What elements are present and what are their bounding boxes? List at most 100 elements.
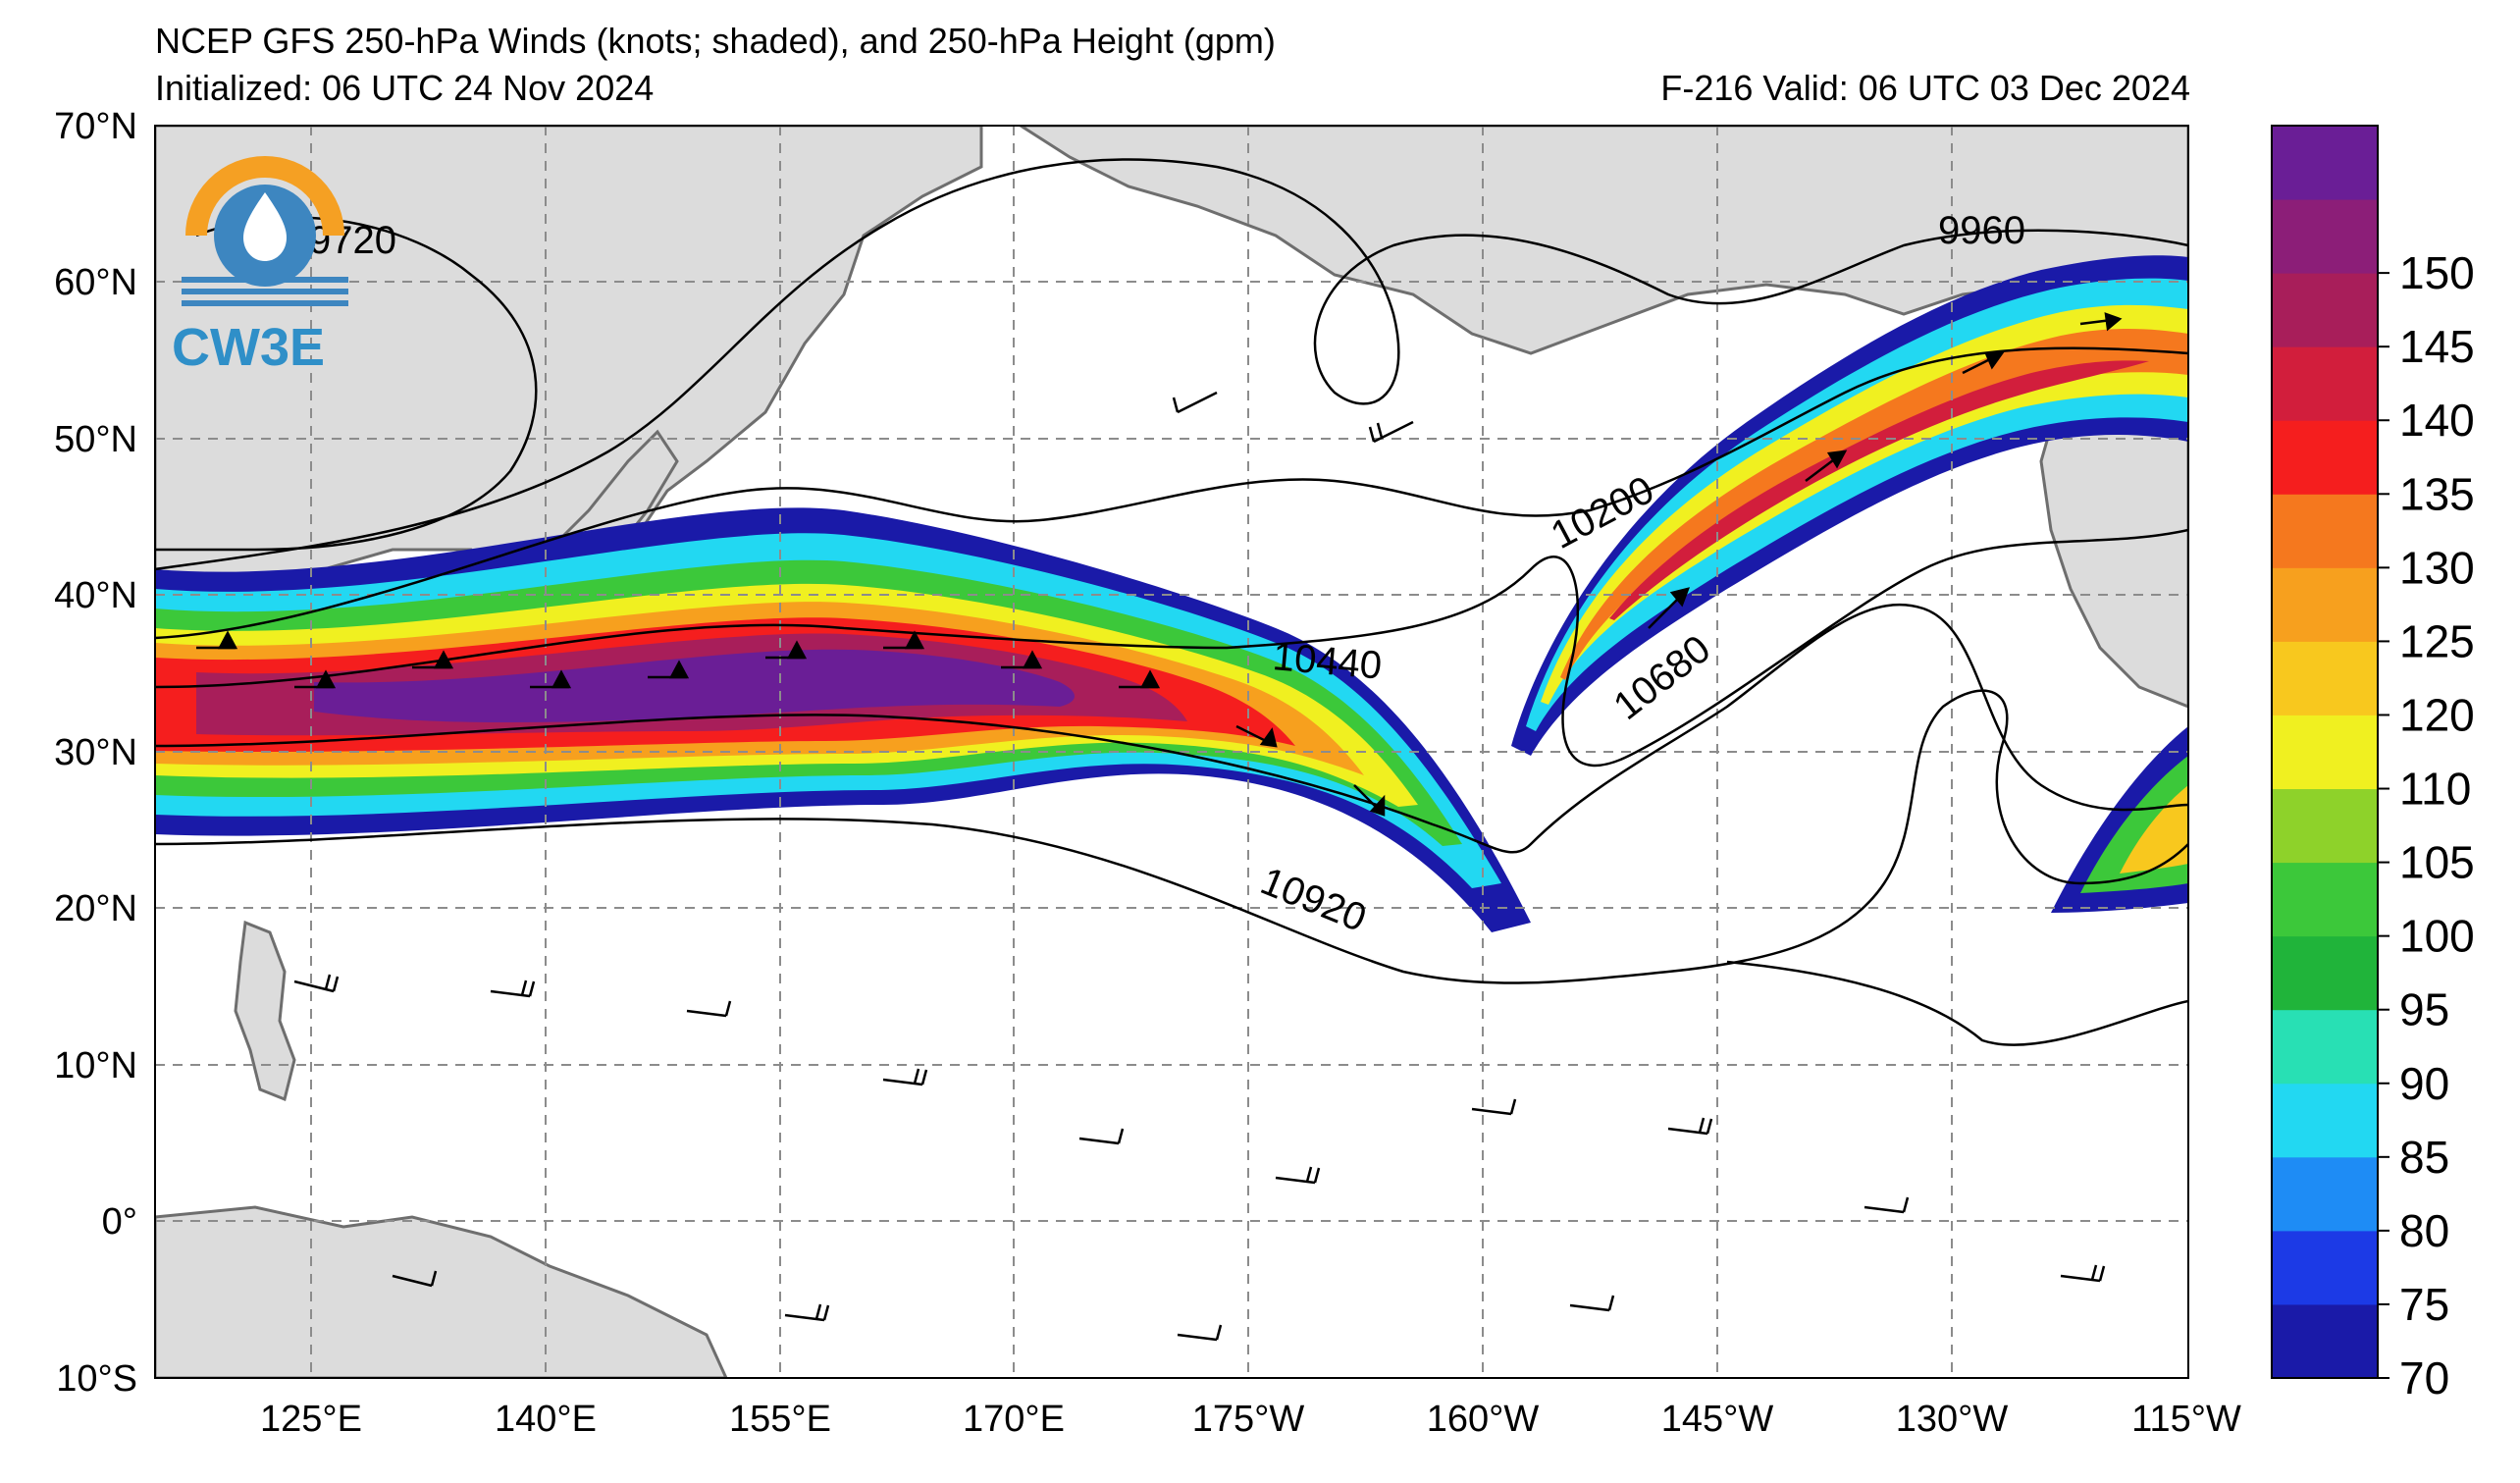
colorbar-swatch: [2272, 1009, 2378, 1085]
colorbar-swatch: [2272, 862, 2378, 937]
barb: [2060, 1264, 2106, 1283]
colorbar-label: 75: [2399, 1279, 2449, 1330]
jet-shading-ne: [1511, 255, 2188, 756]
contour-10200: [155, 346, 2188, 640]
colorbar-swatch: [2272, 715, 2378, 790]
colorbar-swatch: [2272, 420, 2378, 495]
barb: [530, 669, 572, 689]
lon-label: 175°W: [1192, 1399, 1305, 1440]
barb: [412, 650, 454, 669]
lon-label: 170°E: [963, 1399, 1065, 1440]
colorbar-label: 145: [2399, 321, 2475, 372]
colorbar-label: 120: [2399, 689, 2475, 740]
contour-9720: [155, 216, 538, 552]
lon-labels: 125°E 140°E 155°E 170°E 175°W 160°W 145°…: [260, 1399, 2241, 1440]
barb: [1172, 391, 1218, 414]
barb: [1864, 1196, 1910, 1214]
colorbar-swatch: [2272, 935, 2378, 1011]
colorbar: 70 75 80 85 90 95 100 105 110 120 125 130 135 140 145 1…: [2271, 125, 2475, 1404]
barb: [196, 630, 238, 650]
lat-label: 50°N: [54, 419, 137, 460]
gridlines: [155, 126, 2188, 1378]
colorbar-label: 130: [2399, 542, 2475, 593]
barb: [294, 669, 337, 689]
barb: [392, 1270, 438, 1288]
colorbar-swatch: [2272, 567, 2378, 642]
colorbar-label: 135: [2399, 468, 2475, 519]
colorbar-swatch: [2272, 1083, 2378, 1158]
colorbar-swatch: [2272, 788, 2378, 864]
barb: [1177, 1324, 1223, 1342]
colorbar-swatch: [2272, 1230, 2378, 1305]
lat-label: 10°S: [56, 1358, 137, 1400]
barb: [1078, 1128, 1125, 1145]
drop-icon: [243, 192, 287, 261]
barb: [686, 1000, 732, 1018]
lon-label: 160°W: [1427, 1399, 1540, 1440]
philippines: [234, 920, 296, 1102]
jet-shading-se: [2051, 726, 2188, 913]
barb: [293, 974, 340, 993]
barb: [1648, 587, 1691, 629]
colorbar-label: 105: [2399, 837, 2475, 888]
jet-band-150: [314, 649, 1075, 722]
colorbar-swatch: [2272, 1156, 2378, 1232]
barb: [882, 1068, 928, 1086]
colorbar-label: 100: [2399, 911, 2475, 962]
barb: [490, 980, 536, 998]
height-contours: [155, 158, 2188, 1046]
barb: [648, 660, 690, 679]
barb: [2079, 312, 2123, 332]
ne-jet-110: [1541, 304, 2188, 705]
barb: [1667, 1117, 1713, 1136]
colorbar-label: 70: [2399, 1352, 2449, 1404]
map-title: NCEP GFS 250-hPa Winds (knots; shaded), …: [155, 21, 1276, 61]
contour-9960: [155, 158, 2188, 571]
map-frame: [154, 125, 2189, 1379]
valid-time: F-216 Valid: 06 UTC 03 Dec 2024: [1660, 68, 2190, 108]
barb: [1119, 669, 1161, 689]
colorbar-swatch: [2272, 494, 2378, 568]
barb: [784, 1303, 830, 1322]
barb: [1471, 1098, 1517, 1116]
colorbar-swatch: [2272, 1303, 2378, 1379]
lat-labels: 70°N 60°N 50°N 40°N 30°N 20°N 10°N 0° 10…: [54, 106, 137, 1400]
logo-sun-arc: [185, 156, 344, 237]
lat-label: 0°: [102, 1201, 137, 1243]
colorbar-swatch: [2272, 346, 2378, 421]
barb: [1368, 420, 1414, 444]
barb: [1569, 1295, 1615, 1312]
colorbar-label: 95: [2399, 984, 2449, 1035]
contour-10680: [155, 603, 2188, 854]
colorbar-label: 80: [2399, 1205, 2449, 1256]
contour-10440: [155, 528, 2188, 768]
lat-label: 10°N: [54, 1045, 137, 1086]
init-time: Initialized: 06 UTC 24 Nov 2024: [155, 68, 655, 108]
barb: [765, 640, 808, 660]
lon-label: 140°E: [495, 1399, 597, 1440]
barb: [1235, 724, 1278, 748]
lat-label: 30°N: [54, 732, 137, 773]
colorbar-frame: [2271, 125, 2379, 1379]
contour-10920: [155, 689, 2188, 984]
colorbar-label: 140: [2399, 395, 2475, 446]
contour-label-9960: 9960: [1938, 209, 2025, 252]
cw3e-logo: CW3E: [172, 156, 348, 377]
colorbar-label: 90: [2399, 1058, 2449, 1109]
logo-text: CW3E: [172, 318, 325, 377]
colorbar-label: 125: [2399, 615, 2475, 666]
lon-label: 155°E: [729, 1399, 831, 1440]
jet-shading-main: [155, 507, 1531, 932]
colorbar-swatch: [2272, 641, 2378, 715]
colorbar-label: 150: [2399, 247, 2475, 298]
barb: [1962, 351, 2005, 375]
colorbar-label: 85: [2399, 1132, 2449, 1183]
lon-label: 125°E: [260, 1399, 362, 1440]
barb: [1275, 1166, 1321, 1185]
lat-label: 60°N: [54, 262, 137, 303]
lat-label: 70°N: [54, 106, 137, 147]
lon-label: 145°W: [1661, 1399, 1774, 1440]
lon-label: 130°W: [1896, 1399, 2009, 1440]
map-area: 9720 9960 10200 10440 10680 10920: [155, 126, 2188, 1378]
barb: [883, 630, 925, 650]
